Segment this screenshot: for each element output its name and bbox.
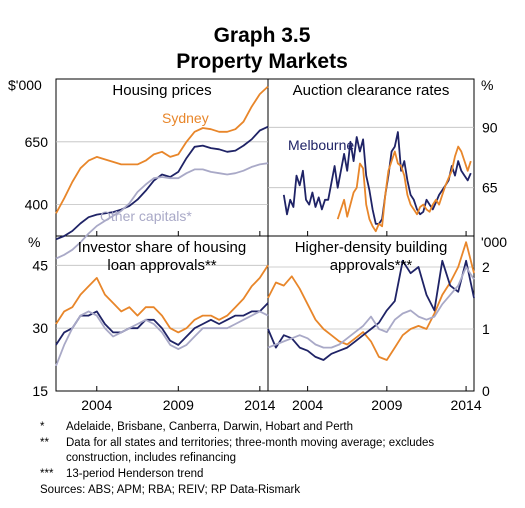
unit-top-left: $'000	[8, 77, 42, 93]
x-tick-label: 2014	[244, 397, 275, 413]
series-line-other	[55, 310, 269, 367]
footnotes: * Adelaide, Brisbane, Canberra, Darwin, …	[40, 421, 434, 496]
axis-ticks: 400 650 65 90 15 30 45 0 1 2	[25, 119, 498, 399]
y-tick-label: 15	[32, 383, 48, 399]
series-line-melbourne	[55, 302, 269, 346]
graph-title: Property Markets	[176, 50, 348, 73]
y-tick-label: 400	[25, 197, 49, 213]
series-line-sydney	[55, 85, 269, 214]
series-line-other	[267, 266, 475, 349]
series-line-sydney	[55, 264, 269, 334]
y-tick-label: 65	[482, 180, 498, 196]
panel-title: Higher-density building	[295, 239, 448, 256]
footnote-2-text-1: Data for all states and territories; thr…	[66, 437, 434, 449]
y-tick-label: 0	[482, 383, 490, 399]
footnote-1-mark: *	[40, 421, 45, 433]
panel-title: Auction clearance rates	[293, 82, 450, 99]
panel-title: Housing prices	[112, 82, 211, 99]
footnote-3-mark: ***	[40, 468, 54, 480]
y-tick-label: 1	[482, 321, 490, 337]
y-tick-label: 90	[482, 119, 498, 135]
panel-title: approvals***	[330, 257, 413, 274]
panel-title: loan approvals**	[107, 257, 216, 274]
footnote-2-text-2: construction, includes refinancing	[66, 452, 236, 464]
panel-title: Investor share of housing	[78, 239, 246, 256]
series-line-melbourne	[282, 131, 472, 225]
footnote-2-mark: **	[40, 437, 49, 449]
series-line-other	[55, 162, 269, 260]
panel-labels: Housing prices Auction clearance rates Inv…	[78, 82, 482, 413]
unit-bottom-left: %	[28, 234, 40, 250]
x-tick-label: 2004	[81, 397, 112, 413]
y-tick-label: 2	[482, 259, 490, 275]
x-tick-label: 2014	[450, 397, 481, 413]
x-tick-label: 2009	[163, 397, 194, 413]
series-line-sydney	[336, 145, 472, 233]
series-lines	[55, 85, 475, 367]
panels-frame	[55, 78, 475, 392]
y-tick-label: 45	[32, 257, 48, 273]
footnote-3-text: 13-period Henderson trend	[66, 468, 203, 480]
series-label-melbourne: Melbourne	[288, 137, 354, 153]
graph-number: Graph 3.5	[214, 24, 311, 47]
y-tick-label: 30	[32, 320, 48, 336]
plot-border	[55, 78, 475, 392]
series-line-melbourne	[55, 125, 269, 241]
series-label-other: Other capitals*	[100, 208, 192, 224]
sources-note: Sources: ABS; APM; RBA; REIV; RP Data-Ri…	[40, 484, 300, 496]
unit-top-right: %	[481, 77, 493, 93]
series-line-sydney	[267, 241, 475, 361]
series-label-sydney: Sydney	[162, 110, 209, 126]
x-tick-label: 2004	[292, 397, 323, 413]
y-tick-label: 650	[25, 134, 49, 150]
footnote-1-text: Adelaide, Brisbane, Canberra, Darwin, Ho…	[66, 421, 353, 433]
unit-bottom-right: '000	[481, 234, 507, 250]
series-line-melbourne	[267, 259, 475, 361]
x-tick-label: 2009	[371, 397, 402, 413]
